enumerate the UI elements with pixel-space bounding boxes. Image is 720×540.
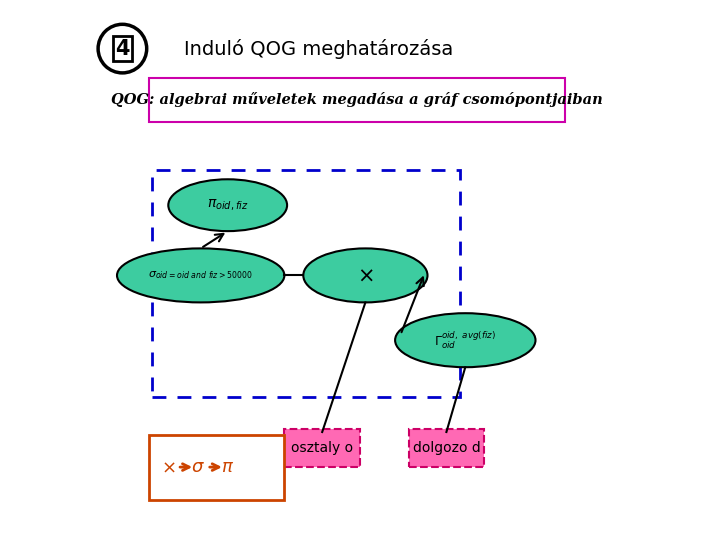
Text: $\Gamma_{oid}^{oid,\ avg(fiz)}$: $\Gamma_{oid}^{oid,\ avg(fiz)}$ xyxy=(434,329,496,351)
Text: $\sigma_{oid=oid\  and\  fiz > 50000}$: $\sigma_{oid=oid\ and\ fiz > 50000}$ xyxy=(148,269,253,281)
FancyBboxPatch shape xyxy=(284,429,360,467)
FancyBboxPatch shape xyxy=(409,429,484,467)
Ellipse shape xyxy=(303,248,428,302)
Text: osztaly o: osztaly o xyxy=(291,441,354,455)
Text: $\pi$: $\pi$ xyxy=(221,458,234,476)
Text: $\sigma$: $\sigma$ xyxy=(191,458,205,476)
Text: dolgozo d: dolgozo d xyxy=(413,441,480,455)
Text: $\pi_{oid, fiz}$: $\pi_{oid, fiz}$ xyxy=(207,198,248,213)
Ellipse shape xyxy=(117,248,284,302)
Text: 4: 4 xyxy=(115,38,130,59)
Text: QOG: algebrai műveletek megadása a gráf csomópontjaiban: QOG: algebrai műveletek megadása a gráf … xyxy=(112,92,603,107)
Ellipse shape xyxy=(168,179,287,231)
FancyBboxPatch shape xyxy=(150,78,565,122)
FancyBboxPatch shape xyxy=(150,435,284,500)
Text: Induló QOG meghatározása: Induló QOG meghatározása xyxy=(184,38,454,59)
Text: $\times$: $\times$ xyxy=(357,265,374,286)
Ellipse shape xyxy=(395,313,536,367)
Text: $\times$: $\times$ xyxy=(161,458,176,476)
